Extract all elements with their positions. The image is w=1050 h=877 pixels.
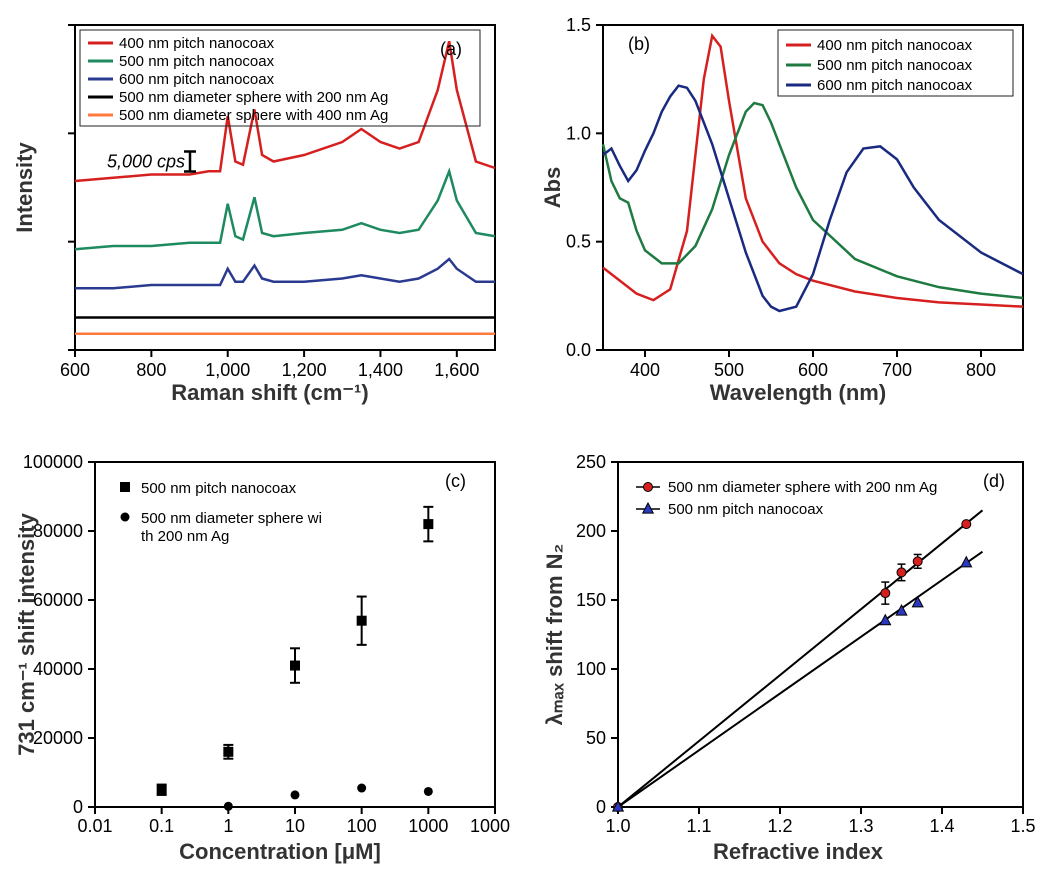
svg-text:λₘₐₓ shift from N₂: λₘₐₓ shift from N₂ — [542, 544, 567, 726]
svg-text:100000: 100000 — [23, 452, 83, 472]
svg-text:150: 150 — [575, 590, 605, 610]
svg-text:0.0: 0.0 — [565, 340, 590, 360]
svg-text:1000: 1000 — [408, 816, 448, 836]
svg-text:800: 800 — [965, 360, 995, 380]
svg-text:1.5: 1.5 — [1010, 816, 1035, 836]
svg-text:40000: 40000 — [33, 659, 83, 679]
svg-text:0.5: 0.5 — [565, 232, 590, 252]
svg-text:600 nm pitch nanocoax: 600 nm pitch nanocoax — [119, 71, 275, 88]
svg-text:200: 200 — [575, 521, 605, 541]
svg-text:500 nm pitch nanocoax: 500 nm pitch nanocoax — [141, 480, 297, 497]
svg-text:500: 500 — [713, 360, 743, 380]
svg-text:1,000: 1,000 — [205, 360, 250, 380]
svg-text:1.1: 1.1 — [686, 816, 711, 836]
svg-text:500 nm pitch nanocoax: 500 nm pitch nanocoax — [119, 53, 275, 70]
svg-text:0.01: 0.01 — [77, 816, 112, 836]
svg-text:500 nm diameter sphere with 40: 500 nm diameter sphere with 400 nm Ag — [119, 107, 388, 124]
svg-text:500 nm pitch nanocoax: 500 nm pitch nanocoax — [668, 501, 824, 518]
svg-text:Intensity: Intensity — [12, 142, 37, 233]
svg-text:600 nm pitch nanocoax: 600 nm pitch nanocoax — [817, 77, 973, 94]
svg-text:(b): (b) — [628, 34, 650, 54]
svg-text:10000: 10000 — [470, 816, 510, 836]
svg-text:Wavelength (nm): Wavelength (nm) — [709, 380, 885, 405]
chart-c: 0.010.1110100100010000020000400006000080… — [10, 447, 510, 867]
svg-text:1.0: 1.0 — [565, 123, 590, 143]
svg-text:0: 0 — [595, 797, 605, 817]
svg-text:1,400: 1,400 — [358, 360, 403, 380]
svg-text:700: 700 — [881, 360, 911, 380]
panel-d: 1.0 1.1 1.2 1.3 1.4 1.5 0 50 100 150 200 250 Refract… — [538, 447, 1041, 867]
svg-text:500 nm diameter sphere with 20: 500 nm diameter sphere with 200 nm Ag — [668, 479, 937, 496]
svg-text:0.1: 0.1 — [149, 816, 174, 836]
svg-text:100: 100 — [347, 816, 377, 836]
svg-text:th 200 nm Ag: th 200 nm Ag — [141, 528, 229, 545]
panel-c: 0.010.1110100100010000020000400006000080… — [10, 447, 513, 867]
svg-text:1.2: 1.2 — [767, 816, 792, 836]
svg-text:250: 250 — [575, 452, 605, 472]
svg-text:80000: 80000 — [33, 521, 83, 541]
svg-text:1.3: 1.3 — [848, 816, 873, 836]
panel-a: 600 800 1,000 1,200 1,400 1,600 Raman shift (c… — [10, 10, 513, 422]
svg-text:1.4: 1.4 — [929, 816, 954, 836]
svg-text:731 cm⁻¹ shift intensity: 731 cm⁻¹ shift intensity — [14, 512, 39, 755]
svg-text:1: 1 — [223, 816, 233, 836]
svg-text:1,600: 1,600 — [434, 360, 479, 380]
figure-grid: 600 800 1,000 1,200 1,400 1,600 Raman shift (c… — [10, 10, 1040, 867]
svg-text:1,200: 1,200 — [282, 360, 327, 380]
svg-text:400 nm pitch nanocoax: 400 nm pitch nanocoax — [817, 37, 973, 54]
svg-text:Raman shift (cm⁻¹): Raman shift (cm⁻¹) — [171, 380, 368, 405]
panel-b: 400 500 600 700 800 0.0 0.5 1.0 1.5 Wavelength (n… — [538, 10, 1041, 422]
svg-text:Concentration [μM]: Concentration [μM] — [179, 839, 381, 864]
svg-text:1.5: 1.5 — [565, 15, 590, 35]
svg-text:600: 600 — [797, 360, 827, 380]
svg-text:600: 600 — [60, 360, 90, 380]
svg-text:100: 100 — [575, 659, 605, 679]
svg-text:Abs: Abs — [540, 167, 565, 209]
svg-text:5,000 cps: 5,000 cps — [107, 152, 185, 172]
svg-text:(a): (a) — [440, 39, 462, 59]
svg-text:(c): (c) — [445, 471, 466, 491]
svg-text:500 nm diameter sphere wi: 500 nm diameter sphere wi — [141, 510, 322, 527]
svg-text:400 nm pitch nanocoax: 400 nm pitch nanocoax — [119, 35, 275, 52]
svg-text:(d): (d) — [983, 471, 1005, 491]
svg-text:50: 50 — [585, 728, 605, 748]
chart-b: 400 500 600 700 800 0.0 0.5 1.0 1.5 Wavelength (n… — [538, 10, 1038, 410]
svg-text:400: 400 — [629, 360, 659, 380]
svg-text:500 nm pitch nanocoax: 500 nm pitch nanocoax — [817, 57, 973, 74]
svg-text:500 nm diameter sphere with 20: 500 nm diameter sphere with 200 nm Ag — [119, 89, 388, 106]
svg-text:60000: 60000 — [33, 590, 83, 610]
chart-a: 600 800 1,000 1,200 1,400 1,600 Raman shift (c… — [10, 10, 510, 410]
svg-text:10: 10 — [285, 816, 305, 836]
svg-text:Refractive index: Refractive index — [713, 839, 884, 864]
svg-text:1.0: 1.0 — [605, 816, 630, 836]
svg-text:0: 0 — [73, 797, 83, 817]
chart-d: 1.0 1.1 1.2 1.3 1.4 1.5 0 50 100 150 200 250 Refract… — [538, 447, 1038, 867]
svg-text:800: 800 — [136, 360, 166, 380]
svg-text:20000: 20000 — [33, 728, 83, 748]
